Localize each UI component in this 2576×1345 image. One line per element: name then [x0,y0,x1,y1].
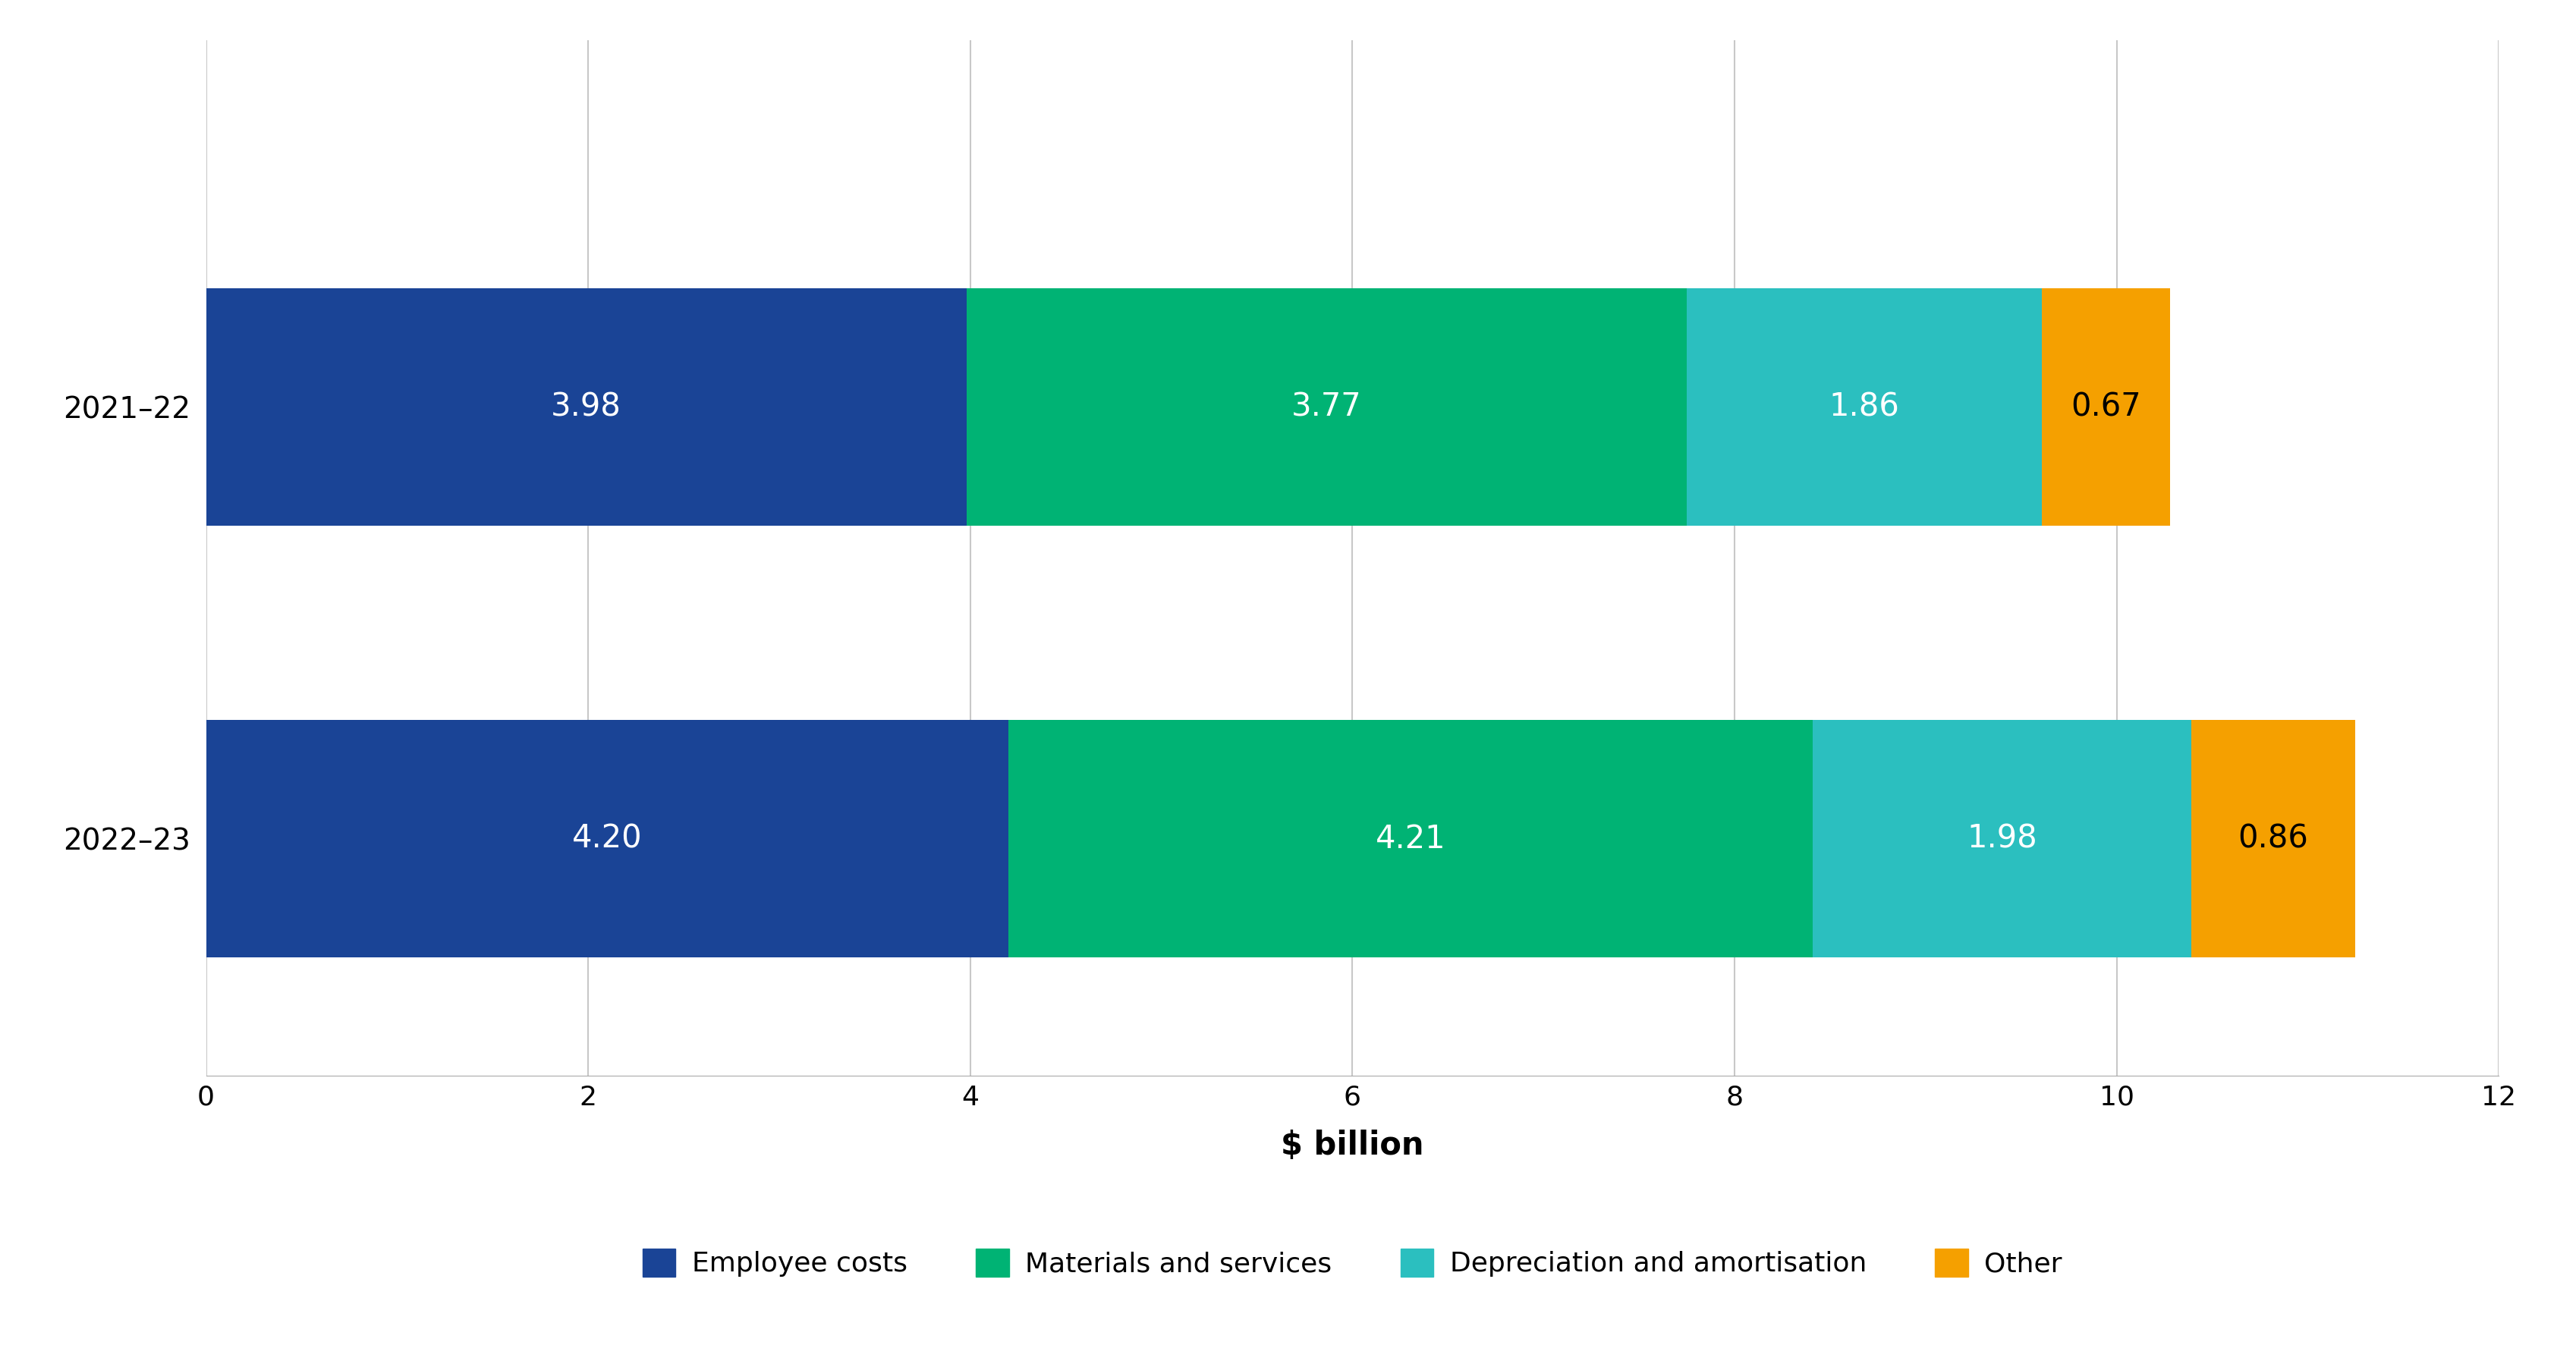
Text: 1.98: 1.98 [1968,823,2038,854]
Bar [206,720,1010,958]
Bar [1814,720,2192,958]
X-axis label: $ billion: $ billion [1280,1130,1425,1161]
Text: 0.67: 0.67 [2071,391,2141,424]
Text: 4.20: 4.20 [572,823,641,854]
Bar [2043,288,2169,526]
Bar [1687,288,2043,526]
Legend: Employee costs, Materials and services, Depreciation and amortisation, Other: Employee costs, Materials and services, … [629,1235,2076,1291]
Text: 3.77: 3.77 [1291,391,1363,424]
Bar [206,288,966,526]
Text: 0.86: 0.86 [2239,823,2308,854]
Bar [966,288,1687,526]
Text: 3.98: 3.98 [551,391,621,424]
Text: 1.86: 1.86 [1829,391,1899,424]
Bar [1010,720,1814,958]
Bar [2192,720,2354,958]
Text: 4.21: 4.21 [1376,823,1445,854]
